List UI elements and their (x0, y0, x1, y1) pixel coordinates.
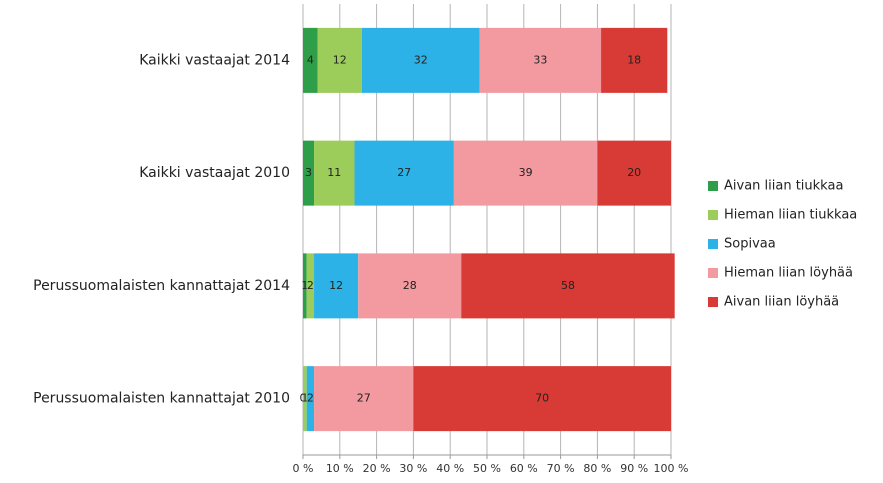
value-label: 1 (301, 279, 308, 292)
x-tick-label: 40 % (436, 462, 464, 475)
bar-segment (361, 27, 480, 93)
bar-segment (303, 27, 318, 93)
bar-segment (317, 27, 362, 93)
bar-segment (601, 27, 668, 93)
x-tick-label: 70 % (547, 462, 575, 475)
bar-segment (306, 366, 315, 432)
value-label: 58 (561, 279, 575, 292)
value-label: 27 (357, 392, 371, 405)
value-label: 2 (307, 279, 314, 292)
value-label: 27 (397, 166, 411, 179)
bar-segment (314, 253, 359, 319)
value-label: 33 (533, 53, 547, 66)
value-label: 3 (305, 166, 312, 179)
value-label: 32 (414, 53, 428, 66)
x-tick-label: 50 % (473, 462, 501, 475)
bar-segment (453, 140, 598, 206)
category-label: Perussuomalaisten kannattajat 2014 (33, 278, 290, 294)
bar-segment (314, 140, 355, 206)
legend-swatch (708, 239, 718, 249)
bar-segment (479, 27, 602, 93)
value-label: 2 (307, 392, 314, 405)
bar-segment (358, 253, 462, 319)
x-tick-label: 20 % (363, 462, 391, 475)
bar-segment (413, 366, 671, 432)
legend-swatch (708, 181, 718, 191)
bar-segment (303, 366, 307, 432)
value-label: 12 (333, 53, 347, 66)
bar-segment (303, 253, 307, 319)
value-label: 11 (327, 166, 341, 179)
category-label: Perussuomalaisten kannattajat 2010 (33, 391, 290, 407)
value-label: 20 (627, 166, 641, 179)
legend-label: Hieman liian tiukkaa (724, 208, 857, 223)
x-tick-label: 80 % (583, 462, 611, 475)
bar-segment (314, 366, 414, 432)
bar-segment (597, 140, 671, 206)
bar-segment (461, 253, 675, 319)
x-tick-label: 0 % (293, 462, 314, 475)
value-label: 4 (307, 53, 314, 66)
bar-segment (303, 140, 315, 206)
legend-label: Sopivaa (724, 237, 776, 252)
x-tick-label: 60 % (510, 462, 538, 475)
legend-label: Aivan liian tiukkaa (724, 179, 843, 194)
value-label: 70 (535, 392, 549, 405)
value-label: 28 (403, 279, 417, 292)
bar-segment (306, 253, 315, 319)
category-label: Kaikki vastaajat 2010 (139, 165, 290, 181)
legend-swatch (708, 297, 718, 307)
legend-swatch (708, 268, 718, 278)
x-tick-label: 10 % (326, 462, 354, 475)
value-label: 1 (301, 392, 308, 405)
value-label: 12 (329, 279, 343, 292)
x-tick-label: 90 % (620, 462, 648, 475)
x-tick-label: 30 % (399, 462, 427, 475)
value-label: 39 (519, 166, 533, 179)
category-label: Kaikki vastaajat 2014 (139, 52, 290, 68)
legend-label: Aivan liian löyhää (724, 295, 839, 310)
legend-label: Hieman liian löyhää (724, 266, 853, 281)
bar-segment (354, 140, 454, 206)
x-tick-label: 100 % (654, 462, 689, 475)
value-label: 18 (627, 53, 641, 66)
legend-swatch (708, 210, 718, 220)
